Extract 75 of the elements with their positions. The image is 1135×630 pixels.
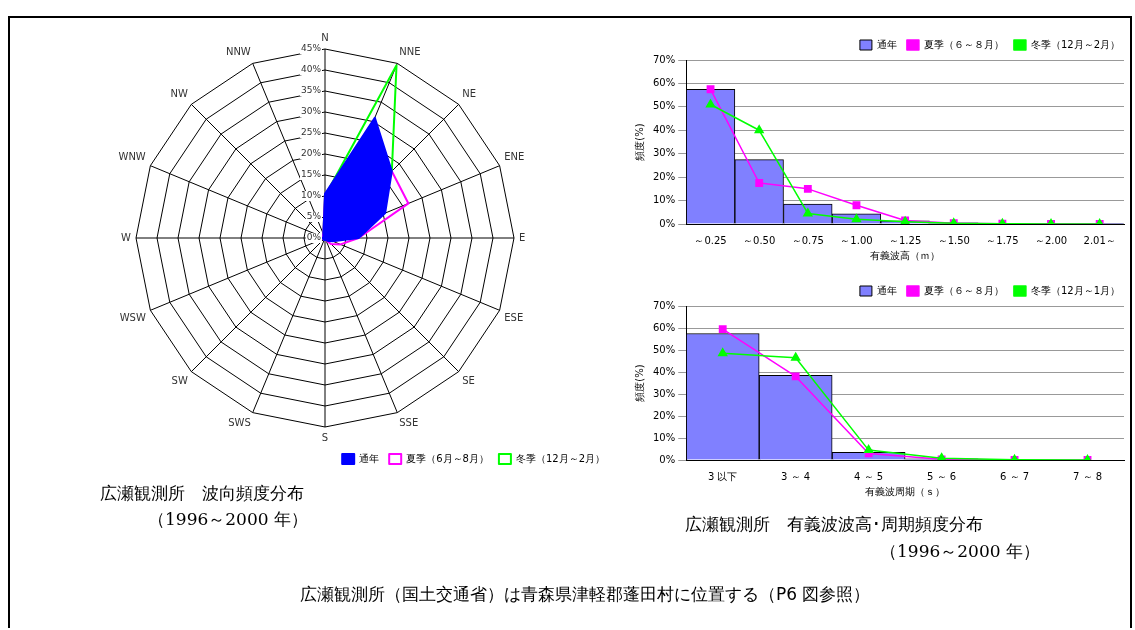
- y-tick-label: 50%: [652, 343, 676, 355]
- spoke-label: SWS: [228, 416, 251, 428]
- legend-label: 冬季（12月～1月）: [1030, 284, 1121, 296]
- text: 広瀬観測所（国土交通省）は青森県津軽郡蓬田村に位置する（P6 図参照）: [300, 583, 871, 606]
- spoke-label: SW: [171, 374, 188, 386]
- spoke-label: N: [321, 31, 329, 43]
- spoke-label: SE: [462, 374, 475, 386]
- legend-label: 通年: [359, 452, 380, 464]
- y-tick-label: 5%: [306, 211, 322, 222]
- y-tick-label: 20%: [652, 170, 676, 182]
- y-tick-label: 20%: [652, 409, 676, 421]
- y-tick-label: 10%: [652, 431, 676, 443]
- x-tick-label: 2.01～: [1083, 234, 1116, 246]
- x-tick-label: 6 ～ 7: [1000, 470, 1030, 482]
- x-axis-title: 有義波高（ｍ）: [870, 249, 941, 261]
- y-tick-label: 50%: [652, 100, 676, 112]
- spoke-label: ESE: [504, 311, 524, 323]
- spoke-label: S: [321, 431, 329, 443]
- x-tick-label: ～1.75: [986, 234, 1019, 246]
- spoke-label: W: [121, 231, 132, 243]
- legend-label: 冬季（12月～2月）: [1030, 38, 1121, 50]
- y-tick-label: 70%: [652, 53, 676, 65]
- spoke-label: E: [519, 231, 526, 243]
- y-axis-title: 頻度(%): [633, 364, 645, 402]
- text: （1996～2000 年）: [880, 540, 1040, 563]
- y-tick-label: 15%: [300, 169, 322, 180]
- spoke-label: NW: [170, 88, 188, 100]
- y-tick-label: 30%: [652, 147, 676, 159]
- y-tick-label: 10%: [300, 190, 322, 201]
- x-tick-label: ～1.50: [937, 234, 970, 246]
- text: （1996～2000 年）: [148, 508, 308, 531]
- x-tick-label: 4 ～ 5: [854, 470, 884, 482]
- spoke-label: WNW: [118, 151, 146, 163]
- x-tick-label: 7 ～ 8: [1072, 470, 1103, 482]
- y-tick-label: 25%: [300, 127, 322, 138]
- spoke-label: NE: [462, 88, 476, 100]
- legend-label: 通年: [876, 284, 897, 296]
- y-tick-label: 0%: [306, 232, 322, 243]
- x-tick-label: ～0.25: [694, 234, 727, 246]
- legend-label: 通年: [876, 38, 897, 50]
- y-tick-label: 35%: [300, 85, 322, 96]
- y-tick-label: 0%: [659, 453, 676, 465]
- x-tick-label: 5 ～ 6: [927, 470, 957, 482]
- y-tick-label: 40%: [300, 64, 322, 75]
- y-tick-label: 10%: [652, 194, 676, 206]
- spoke-label: NNW: [225, 46, 251, 58]
- legend-label: 夏季（6月～8月）: [406, 452, 489, 464]
- y-tick-label: 40%: [652, 123, 676, 135]
- legend-label: 冬季（12月～2月）: [515, 452, 606, 464]
- spoke-label: SSE: [399, 416, 419, 428]
- text: 広瀬観測所 波向頻度分布: [100, 482, 304, 505]
- spoke-label: NNE: [399, 46, 421, 58]
- spoke-label: ENE: [504, 151, 525, 163]
- y-tick-label: 30%: [300, 106, 322, 117]
- y-tick-label: 70%: [652, 299, 676, 311]
- spoke-label: WSW: [119, 311, 146, 323]
- text: 広瀬観測所 有義波波高･周期頻度分布: [685, 513, 983, 536]
- x-tick-label: ～2.00: [1034, 234, 1068, 246]
- legend-label: 夏季（６～８月）: [923, 38, 1004, 50]
- x-tick-label: ～0.50: [743, 234, 776, 246]
- x-tick-label: 3 以下: [707, 470, 738, 482]
- x-tick-label: ～0.75: [791, 234, 824, 246]
- y-tick-label: 45%: [300, 43, 322, 54]
- y-axis-title: 頻度(%): [633, 123, 645, 161]
- x-axis-title: 有義波周期（ｓ）: [865, 485, 946, 497]
- x-tick-label: ～1.00: [840, 234, 873, 246]
- x-tick-label: ～1.25: [888, 234, 922, 246]
- y-tick-label: 60%: [652, 321, 676, 333]
- y-tick-label: 0%: [659, 217, 676, 229]
- y-tick-label: 20%: [300, 148, 322, 159]
- legend-label: 夏季（６～８月）: [923, 284, 1004, 296]
- y-tick-label: 40%: [652, 365, 676, 377]
- y-tick-label: 60%: [652, 77, 676, 89]
- x-tick-label: 3 ～ 4: [781, 470, 811, 482]
- y-tick-label: 30%: [652, 387, 676, 399]
